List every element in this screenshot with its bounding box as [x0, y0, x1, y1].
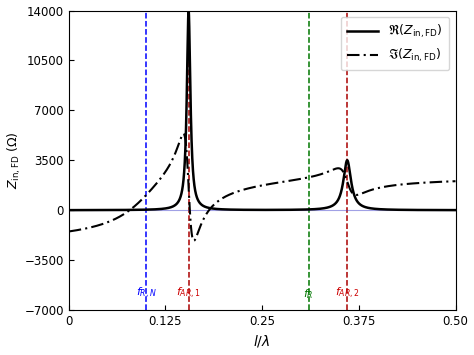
- Y-axis label: $Z_{\mathrm{in,FD}}$ ($\Omega$): $Z_{\mathrm{in,FD}}$ ($\Omega$): [6, 131, 23, 189]
- Text: $f_{AR,2}$: $f_{AR,2}$: [335, 286, 360, 301]
- Legend: $\mathfrak{R}(Z_{\mathrm{in,FD}})$, $\mathfrak{I}(Z_{\mathrm{in,FD}})$: $\mathfrak{R}(Z_{\mathrm{in,FD}})$, $\ma…: [341, 17, 449, 70]
- Text: $f_{R,N}$: $f_{R,N}$: [136, 286, 156, 301]
- Text: $f_{R}$: $f_{R}$: [303, 288, 314, 301]
- X-axis label: $l/\lambda$: $l/\lambda$: [254, 333, 271, 349]
- Text: $f_{AR,1}$: $f_{AR,1}$: [176, 286, 201, 301]
